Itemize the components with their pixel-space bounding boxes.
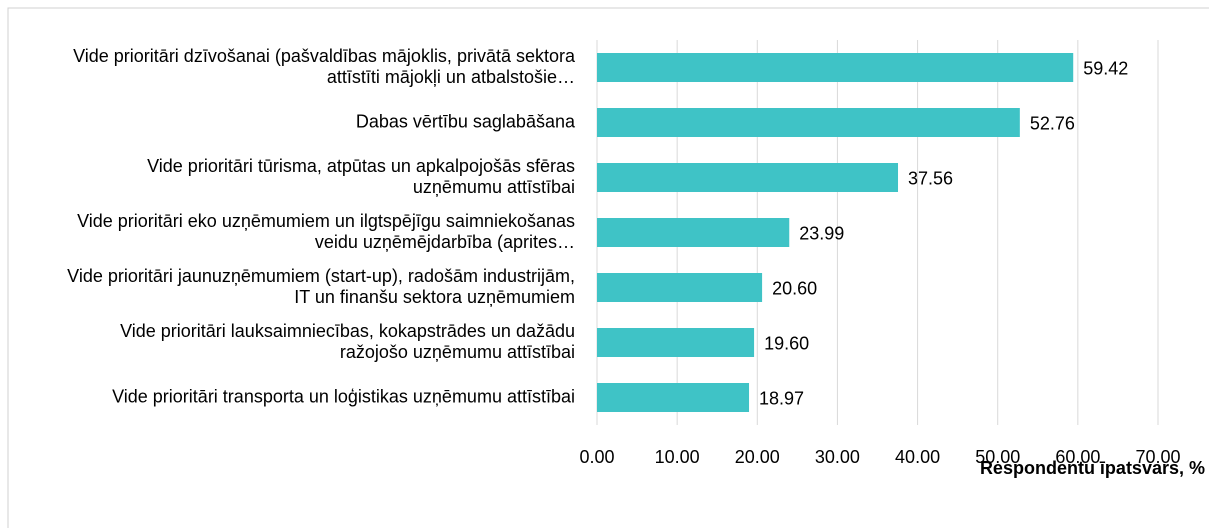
x-tick-label: 30.00	[815, 447, 860, 467]
x-tick-label: 70.00	[1135, 447, 1180, 467]
x-tick-label: 50.00	[975, 447, 1020, 467]
value-label: 20.60	[772, 278, 817, 298]
value-label: 37.56	[908, 168, 953, 188]
y-tick-label: Vide prioritāri eko uzņēmumiem un ilgtsp…	[77, 211, 575, 252]
bar	[597, 218, 790, 247]
value-label: 23.99	[799, 223, 844, 243]
x-tick-label: 60.00	[1055, 447, 1100, 467]
bar	[597, 53, 1074, 82]
bar	[597, 163, 899, 192]
y-tick-label: Vide prioritāri dzīvošanai (pašvaldības …	[73, 46, 576, 87]
bar	[597, 383, 750, 412]
y-tick-label: Vide prioritāri transporta un loģistikas…	[112, 386, 575, 406]
bar	[597, 273, 763, 302]
chart-frame	[7, 7, 1209, 528]
value-label: 52.76	[1030, 113, 1075, 133]
y-tick-label: Vide prioritāri tūrisma, atpūtas un apka…	[147, 156, 575, 197]
bar	[597, 108, 1020, 137]
x-tick-label: 20.00	[735, 447, 780, 467]
value-label: 18.97	[759, 388, 804, 408]
y-tick-label: Vide prioritāri lauksaimniecības, kokaps…	[120, 321, 575, 362]
x-tick-label: 10.00	[655, 447, 700, 467]
x-axis-title: Respondentu īpatsvars, %	[980, 458, 1205, 478]
value-label: 59.42	[1083, 58, 1128, 78]
bar	[597, 328, 755, 357]
x-tick-label: 0.00	[579, 447, 614, 467]
value-label: 19.60	[764, 333, 809, 353]
y-tick-label: Dabas vērtību saglabāšana	[356, 111, 576, 131]
y-tick-label: Vide prioritāri jaunuzņēmumiem (start-up…	[67, 266, 575, 307]
x-tick-label: 40.00	[895, 447, 940, 467]
